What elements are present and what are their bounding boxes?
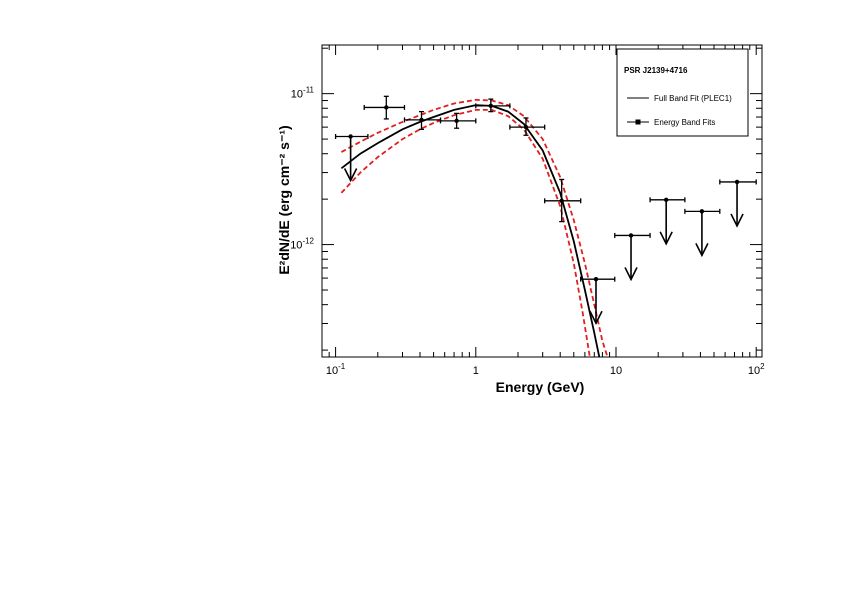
upper-limit (719, 179, 757, 228)
data-marker (419, 117, 424, 123)
data-point (544, 178, 582, 223)
upper-limit-arrow-head (730, 213, 744, 228)
data-point (475, 98, 511, 113)
x-axis-title: Energy (GeV) (496, 379, 585, 395)
data-marker (384, 105, 389, 110)
legend-marker-square (635, 119, 641, 125)
data-marker (454, 118, 459, 124)
legend: PSR J2139+4716 Full Band Fit (PLEC1) Ene… (616, 48, 749, 137)
data-marker (699, 209, 705, 214)
upper-limit (614, 232, 651, 282)
upper-limit-arrow-head (695, 243, 709, 258)
data-marker (559, 198, 564, 204)
upper-limit-arrow-head (343, 168, 358, 183)
data-marker (734, 179, 740, 185)
data-marker (348, 134, 353, 139)
x-tick-label: 10 (610, 365, 622, 377)
upper-limit (334, 134, 369, 183)
upper-limit-arrow-head (624, 267, 638, 282)
data-marker (488, 103, 494, 109)
data-marker (663, 197, 669, 203)
upper-limit-arrow-head (589, 310, 603, 325)
data-marker (628, 233, 634, 238)
x-tick-label: 1 (473, 365, 479, 377)
upper-limit (580, 276, 616, 325)
data-point (509, 117, 546, 136)
plot-layer (334, 95, 757, 357)
upper-limit (684, 208, 721, 258)
confidence-band-curve (340, 109, 591, 357)
upper-limit (649, 197, 686, 246)
legend-title: PSR J2139+4716 (624, 66, 688, 75)
plot-frame (321, 44, 763, 358)
data-point (363, 95, 406, 120)
upper-limit-arrow-head (659, 231, 673, 246)
confidence-band-curve (340, 98, 609, 357)
data-marker (523, 124, 529, 130)
data-point (439, 112, 477, 129)
data-point (403, 110, 442, 130)
y-axis-title: E²dN/dE (erg cm⁻² s⁻¹) (276, 125, 292, 274)
data-marker (593, 276, 599, 282)
legend-entry-bands: Energy Band Fits (654, 118, 715, 127)
legend-entry-fit: Full Band Fit (PLEC1) (654, 94, 732, 103)
